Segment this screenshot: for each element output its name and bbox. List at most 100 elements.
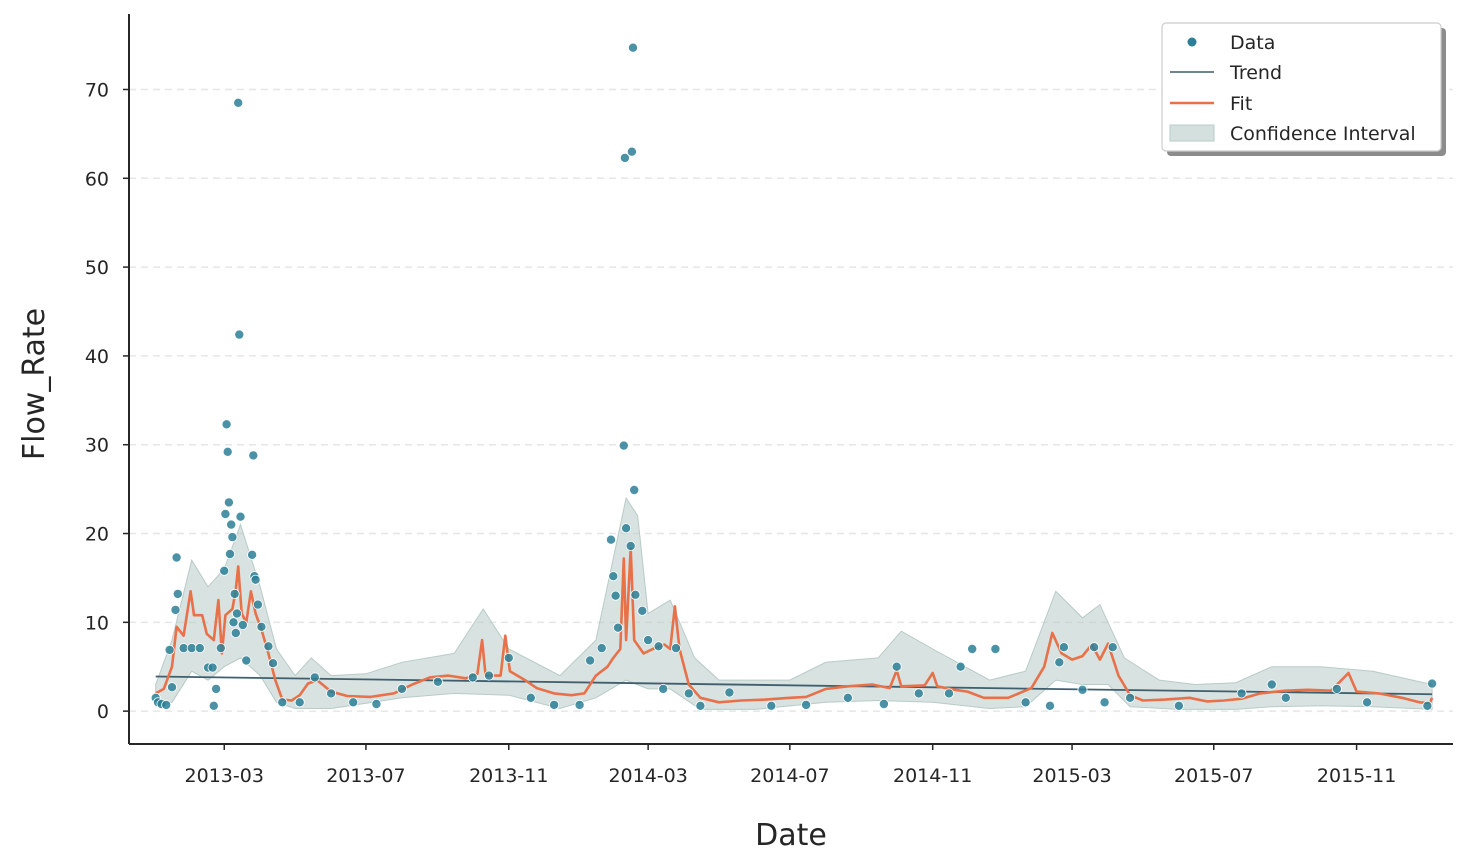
legend-data-marker — [1187, 37, 1197, 47]
data-point-23 — [226, 519, 237, 530]
y-tick-labels: 0 10 20 30 40 50 60 70 — [85, 79, 129, 723]
x-tick-label-2015-11: 2015-11 — [1317, 765, 1396, 787]
data-point-60 — [610, 590, 621, 601]
legend: Data Trend Fit Confidence Interval — [1161, 22, 1446, 156]
data-point-103 — [1422, 700, 1433, 711]
data-point-49 — [432, 676, 443, 687]
data-point-38 — [252, 599, 263, 610]
data-point-81 — [878, 699, 889, 710]
x-tick-label-2013-11: 2013-11 — [469, 765, 548, 787]
data-point-21 — [223, 497, 234, 508]
data-point-24 — [227, 532, 238, 543]
data-point-27 — [230, 628, 241, 639]
trend-series — [155, 675, 1433, 696]
data-point-86 — [967, 644, 978, 655]
data-point-5 — [166, 682, 177, 693]
legend-label-fit: Fit — [1230, 93, 1252, 115]
data-point-26 — [229, 588, 240, 599]
legend-ci-patch — [1169, 124, 1215, 142]
data-point-7 — [171, 552, 182, 563]
data-point-32 — [237, 620, 248, 631]
fit-series — [155, 547, 1434, 705]
data-point-43 — [294, 697, 305, 708]
data-point-4 — [164, 644, 175, 655]
data-point-79 — [801, 699, 812, 710]
x-tick-label-2014-03: 2014-03 — [608, 765, 687, 787]
data-point-30 — [234, 329, 245, 340]
data-point-75 — [683, 688, 694, 699]
data-point-102 — [1362, 697, 1373, 708]
fit-line — [155, 547, 1434, 705]
data-point-51 — [483, 670, 494, 681]
data-point-85 — [955, 661, 966, 672]
data-point-101 — [1331, 683, 1342, 694]
data-points — [150, 42, 1438, 711]
y-tick-label-50: 50 — [85, 257, 109, 279]
data-point-35 — [248, 450, 259, 461]
data-point-6 — [170, 604, 181, 615]
x-tick-label-2013-03: 2013-03 — [185, 765, 264, 787]
data-point-14 — [208, 700, 219, 711]
data-point-40 — [263, 641, 274, 652]
data-point-52 — [503, 652, 514, 663]
data-point-3 — [161, 699, 172, 710]
data-point-54 — [549, 699, 560, 710]
data-point-78 — [766, 700, 777, 711]
data-point-42 — [277, 697, 288, 708]
data-point-41 — [267, 658, 278, 669]
y-tick-label-60: 60 — [85, 168, 109, 190]
data-point-39 — [256, 621, 267, 632]
data-point-28 — [231, 608, 242, 619]
data-point-37 — [250, 574, 261, 585]
data-point-68 — [629, 484, 640, 495]
data-point-46 — [348, 697, 359, 708]
grid-lines — [129, 88, 1453, 712]
data-point-19 — [221, 419, 232, 430]
data-point-80 — [842, 692, 853, 703]
data-point-29 — [233, 97, 244, 108]
data-point-76 — [695, 700, 706, 711]
x-tick-label-2014-07: 2014-07 — [750, 765, 829, 787]
data-point-92 — [1077, 684, 1088, 695]
y-tick-label-30: 30 — [85, 435, 109, 457]
data-point-11 — [194, 643, 205, 654]
data-point-61 — [613, 622, 624, 633]
data-point-31 — [235, 511, 246, 522]
legend-label-ci: Confidence Interval — [1230, 123, 1416, 145]
data-point-88 — [1020, 697, 1031, 708]
data-point-20 — [222, 446, 233, 457]
data-point-45 — [326, 688, 337, 699]
data-point-71 — [643, 635, 654, 646]
data-point-33 — [241, 655, 252, 666]
data-point-97 — [1173, 700, 1184, 711]
data-point-83 — [913, 688, 924, 699]
x-tick-label-2015-03: 2015-03 — [1032, 765, 1111, 787]
data-point-104 — [1427, 678, 1438, 689]
data-point-96 — [1125, 692, 1136, 703]
y-tick-label-40: 40 — [85, 346, 109, 368]
data-point-34 — [247, 549, 258, 560]
data-point-25 — [228, 617, 239, 628]
data-point-47 — [371, 699, 382, 710]
trend-line — [155, 675, 1433, 696]
data-point-91 — [1058, 642, 1069, 653]
data-point-73 — [658, 683, 669, 694]
data-point-63 — [619, 152, 630, 163]
y-axis-title: Flow_Rate — [17, 308, 52, 460]
x-tick-label-2015-07: 2015-07 — [1174, 765, 1253, 787]
data-point-53 — [525, 692, 536, 703]
data-point-62 — [618, 440, 629, 451]
y-tick-label-20: 20 — [85, 524, 109, 546]
data-point-89 — [1045, 700, 1056, 711]
legend-label-trend: Trend — [1229, 62, 1282, 84]
data-point-59 — [608, 571, 619, 582]
data-point-13 — [207, 662, 218, 673]
data-point-50 — [467, 672, 478, 683]
data-point-64 — [621, 523, 632, 534]
data-point-67 — [628, 42, 639, 53]
y-tick-label-0: 0 — [97, 701, 109, 723]
x-tick-labels: 2013-03 2013-07 2013-11 2014-03 2014-07 2014-… — [185, 744, 1396, 787]
data-point-98 — [1236, 688, 1247, 699]
data-point-58 — [606, 534, 617, 545]
